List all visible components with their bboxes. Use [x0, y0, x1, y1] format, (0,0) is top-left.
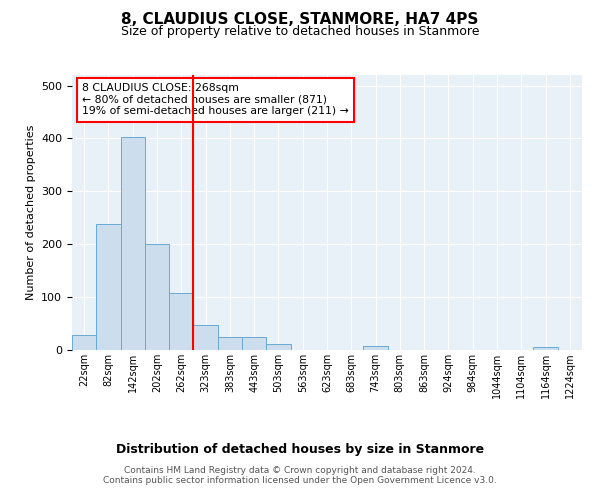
- Bar: [121, 137, 145, 350]
- Text: Size of property relative to detached houses in Stanmore: Size of property relative to detached ho…: [121, 25, 479, 38]
- Text: 8 CLAUDIUS CLOSE: 268sqm
← 80% of detached houses are smaller (871)
19% of semi-: 8 CLAUDIUS CLOSE: 268sqm ← 80% of detach…: [82, 83, 349, 116]
- Bar: [145, 244, 169, 350]
- Bar: [533, 348, 558, 350]
- Bar: [72, 335, 96, 350]
- Bar: [169, 293, 193, 350]
- Bar: [193, 324, 218, 350]
- Bar: [266, 344, 290, 350]
- Bar: [242, 337, 266, 350]
- Y-axis label: Number of detached properties: Number of detached properties: [26, 125, 35, 300]
- Text: Contains HM Land Registry data © Crown copyright and database right 2024.
Contai: Contains HM Land Registry data © Crown c…: [103, 466, 497, 485]
- Bar: [364, 346, 388, 350]
- Text: Distribution of detached houses by size in Stanmore: Distribution of detached houses by size …: [116, 442, 484, 456]
- Bar: [218, 337, 242, 350]
- Text: 8, CLAUDIUS CLOSE, STANMORE, HA7 4PS: 8, CLAUDIUS CLOSE, STANMORE, HA7 4PS: [121, 12, 479, 28]
- Bar: [96, 224, 121, 350]
